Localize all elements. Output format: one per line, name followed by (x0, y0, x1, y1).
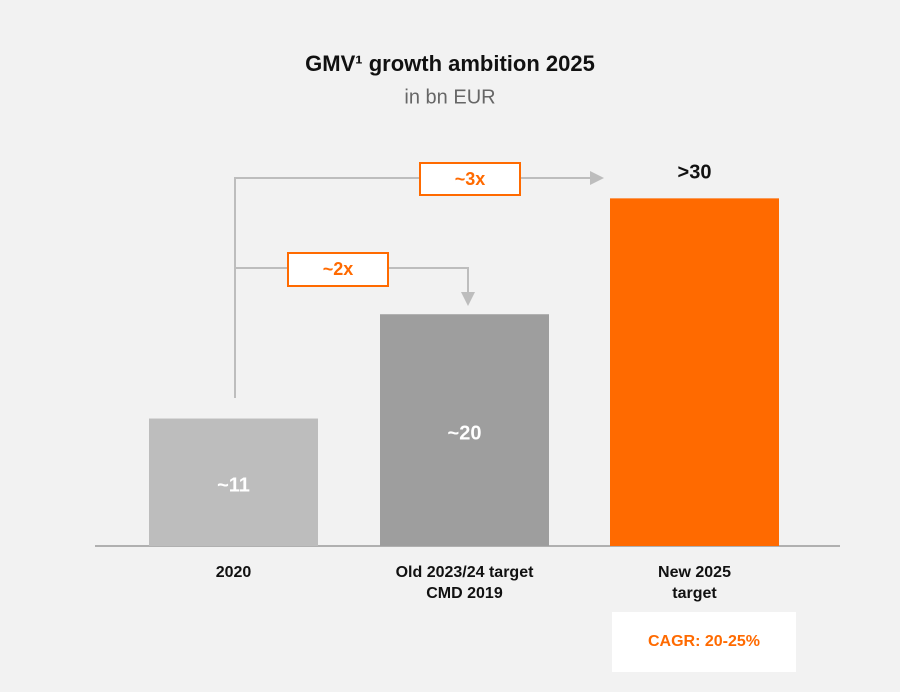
value-label: ~11 (217, 475, 250, 497)
bar (380, 314, 549, 546)
bar (149, 418, 318, 546)
x-tick-label: New 2025 target (658, 564, 731, 602)
cagr-box: CAGR: 20-25% (612, 612, 796, 672)
chart-subtitle: in bn EUR (404, 86, 495, 108)
bar (610, 198, 779, 546)
annotation: CAGR: 20-25% (647, 633, 761, 650)
x-tick-label: Old 2023/24 target CMD 2019 (395, 564, 534, 602)
value-label: >30 (678, 162, 712, 184)
chart-title: GMV¹ growth ambition 2025 (305, 51, 595, 76)
annotation-box (287, 252, 389, 287)
annotation: ~2x (323, 259, 354, 279)
annotation-box (419, 162, 521, 196)
annotation: ~3x (455, 169, 486, 189)
arrowhead (461, 292, 475, 306)
arrowhead (590, 171, 604, 185)
x-tick-label: 2020 (215, 564, 252, 581)
value-label: ~20 (448, 422, 482, 444)
